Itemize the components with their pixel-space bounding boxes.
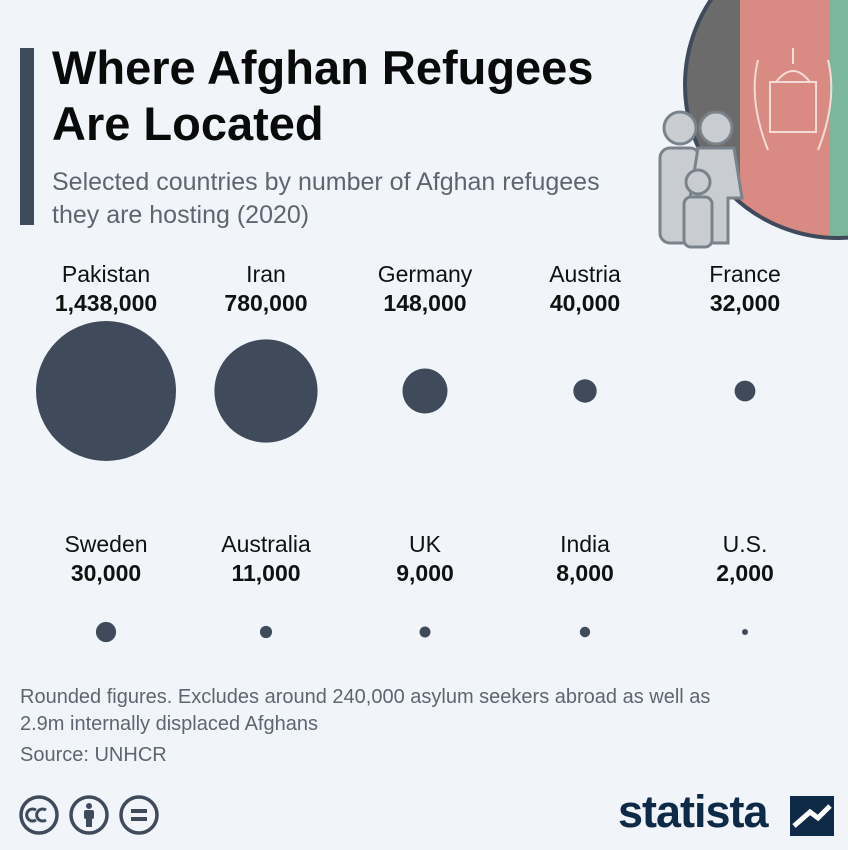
- bubble-australia: [259, 625, 273, 639]
- value-label-pakistan: 1,438,000: [55, 290, 157, 316]
- country-label-pakistan: Pakistan: [62, 261, 150, 287]
- value-label-iran: 780,000: [224, 290, 307, 316]
- bubble-iran: [214, 339, 318, 443]
- license-icons: [18, 794, 160, 836]
- value-label-uk: 9,000: [396, 560, 454, 586]
- equals-icon: [119, 795, 159, 835]
- bubble-chart: Pakistan 1,438,000 Iran 780,000 Germany 148,0…: [36, 261, 781, 643]
- bubble-france: [734, 380, 756, 402]
- value-label-france: 32,000: [710, 290, 780, 316]
- country-label-sweden: Sweden: [64, 531, 147, 557]
- country-label-iran: Iran: [246, 261, 286, 287]
- person-icon: [69, 795, 109, 835]
- value-label-sweden: 30,000: [71, 560, 141, 586]
- statista-logo-text: statista: [618, 786, 769, 837]
- chart-title: Where Afghan Refugees Are Located: [52, 41, 594, 150]
- bubble-u-s: [742, 629, 748, 635]
- bubble-germany: [402, 368, 448, 414]
- statista-logo-icon: [790, 796, 834, 836]
- accent-bar: [20, 48, 34, 225]
- source-note: Source: UNHCR: [20, 744, 167, 766]
- value-label-austria: 40,000: [550, 290, 620, 316]
- bubble-uk: [419, 626, 431, 638]
- cc-icon: [19, 795, 59, 835]
- value-label-india: 8,000: [556, 560, 614, 586]
- country-label-india: India: [560, 531, 610, 557]
- country-label-uk: UK: [409, 531, 442, 557]
- country-label-germany: Germany: [378, 261, 473, 287]
- country-label-australia: Australia: [221, 531, 311, 557]
- country-label-austria: Austria: [549, 261, 621, 287]
- bubble-pakistan: [36, 321, 176, 461]
- country-label-france: France: [709, 261, 781, 287]
- value-label-germany: 148,000: [383, 290, 466, 316]
- country-label-u-s: U.S.: [723, 531, 768, 557]
- bubble-sweden: [95, 621, 117, 643]
- value-label-australia: 11,000: [231, 560, 300, 586]
- afghan-family-flag-emblem: [658, 0, 848, 249]
- bubble-austria: [573, 379, 597, 403]
- bubble-india: [579, 626, 591, 638]
- footnote: Rounded figures. Excludes around 240,000…: [20, 686, 711, 735]
- value-label-u-s: 2,000: [716, 560, 774, 586]
- chart-subtitle: Selected countries by number of Afghan r…: [52, 168, 600, 229]
